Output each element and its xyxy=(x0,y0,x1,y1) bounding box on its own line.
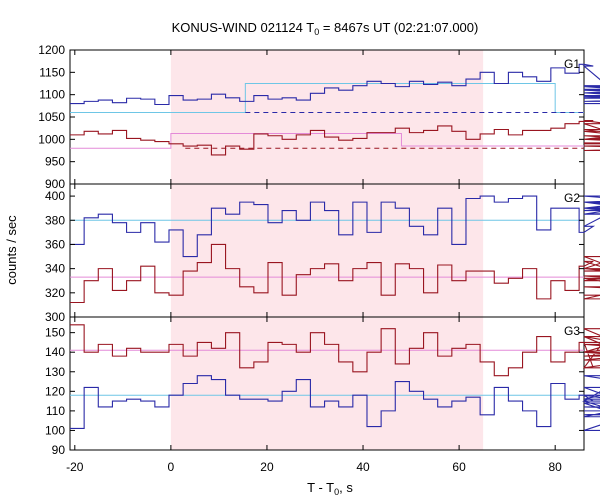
x-tick-label-1: 0 xyxy=(168,460,175,474)
x-tick-label-0: -20 xyxy=(66,460,84,474)
y-tick-label-g1-2: 1000 xyxy=(38,132,65,146)
y-tick-label-g1-6: 1200 xyxy=(38,43,65,57)
x-tick-label-2: 20 xyxy=(260,460,274,474)
series-g2-blue xyxy=(70,195,600,258)
chart-title: KONUS-WIND 021124 T0 = 8467s UT (02:21:0… xyxy=(172,20,479,37)
y-tick-label-g2-2: 340 xyxy=(45,262,65,276)
y-tick-label-g3-5: 140 xyxy=(45,345,65,359)
y-tick-label-g1-0: 900 xyxy=(45,177,65,191)
y-axis-label: counts / sec xyxy=(4,215,19,285)
series-g1-blue xyxy=(70,63,600,106)
y-tick-label-g1-5: 1150 xyxy=(39,65,65,79)
y-tick-label-g2-5: 400 xyxy=(45,189,65,203)
y-tick-label-g2-0: 300 xyxy=(45,310,65,324)
y-tick-label-g2-3: 360 xyxy=(45,237,65,251)
y-tick-label-g1-3: 1050 xyxy=(38,110,65,124)
y-tick-label-g3-1: 100 xyxy=(45,423,65,437)
level-line-g1-1 xyxy=(70,133,584,149)
y-tick-label-g3-6: 150 xyxy=(45,326,65,340)
shaded-interval xyxy=(170,50,484,450)
panel-frame-g3 xyxy=(69,316,585,451)
y-tick-label-g1-4: 1100 xyxy=(39,88,65,102)
y-tick-label-g3-4: 130 xyxy=(45,365,65,379)
x-axis-label: T - T0, s xyxy=(307,480,353,497)
level-lines xyxy=(70,83,584,396)
y-tick-label-g3-0: 90 xyxy=(52,443,66,457)
x-tick-label-5: 80 xyxy=(548,460,562,474)
y-tick-label-g2-4: 380 xyxy=(45,213,65,227)
series-layer xyxy=(70,63,600,431)
series-g2-dark_red xyxy=(70,243,600,304)
series-g3-dark_red xyxy=(70,324,600,377)
x-tick-label-4: 60 xyxy=(452,460,466,474)
x-tick-label-3: 40 xyxy=(356,460,370,474)
axis-layer: 90095010001050110011501200G1300320340360… xyxy=(38,43,584,474)
series-g1-dark_red xyxy=(70,120,600,156)
shaded-interval-layer xyxy=(170,50,484,450)
level-line-g1-0 xyxy=(70,83,584,114)
y-tick-label-g2-1: 320 xyxy=(45,286,65,300)
panel-label-g1: G1 xyxy=(564,57,580,71)
y-tick-label-g1-1: 950 xyxy=(45,155,65,169)
series-g3-blue xyxy=(70,375,600,431)
y-tick-label-g3-2: 110 xyxy=(46,404,65,418)
panel-label-g2: G2 xyxy=(564,191,580,205)
panel-label-g3: G3 xyxy=(564,324,580,338)
y-tick-label-g3-3: 120 xyxy=(45,384,65,398)
